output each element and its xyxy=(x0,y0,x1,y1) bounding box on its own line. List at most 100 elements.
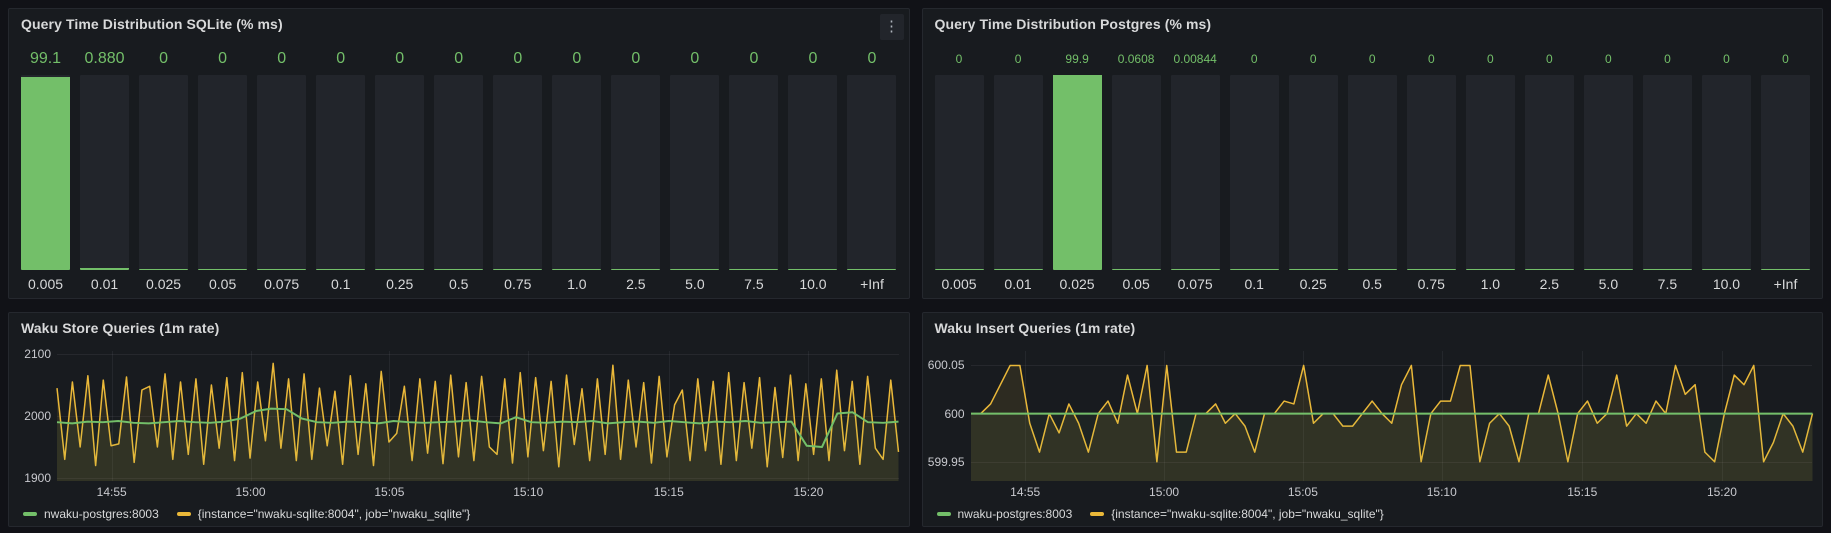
bar-value-label: 0 xyxy=(395,50,405,67)
bar-column xyxy=(21,75,71,270)
panel-header: Waku Store Queries (1m rate) xyxy=(9,313,909,343)
bar-value-label: 0 xyxy=(1664,52,1671,66)
bar-value-label: 0 xyxy=(690,50,700,67)
bar-value-row: 99.1 0.880 0 0 0 0 0 0 0 0 0 0 0 0 0 xyxy=(21,43,897,75)
bar-value-label: 0 xyxy=(336,50,346,67)
gridline xyxy=(1441,351,1443,481)
y-axis: 2100 2000 1900 xyxy=(9,347,51,485)
bar-column xyxy=(1406,75,1456,270)
panel-title[interactable]: Query Time Distribution SQLite (% ms) xyxy=(21,16,283,32)
bar-column xyxy=(257,75,307,270)
panel-header: Query Time Distribution Postgres (% ms) xyxy=(923,9,1823,39)
time-series-plot[interactable] xyxy=(970,351,1813,481)
x-tick-label: 15:15 xyxy=(653,485,684,499)
bar-category-label: 0.5 xyxy=(1362,276,1382,292)
y-tick-label: 600 xyxy=(944,406,965,421)
bar-value-label: 0 xyxy=(1782,52,1789,66)
bar-category-label: 0.01 xyxy=(90,276,119,292)
x-tick-label: 15:05 xyxy=(1287,485,1318,499)
bar-columns-row xyxy=(21,75,897,270)
x-tick-label: 15:00 xyxy=(235,485,266,499)
panel-menu-button[interactable]: ⋮ xyxy=(879,14,904,40)
time-series-plot[interactable] xyxy=(57,351,899,481)
panel-query-time-sqlite: Query Time Distribution SQLite (% ms) ⋮ … xyxy=(8,8,910,299)
bar-value-label: 0 xyxy=(572,50,582,67)
bar-value-label: 0 xyxy=(867,50,877,67)
bar-fill xyxy=(257,268,307,270)
panel-title[interactable]: Query Time Distribution Postgres (% ms) xyxy=(934,16,1212,32)
bar-fill xyxy=(670,268,720,270)
bar-fill xyxy=(80,268,130,270)
bar-column xyxy=(1288,75,1338,270)
bar-column xyxy=(611,75,661,270)
x-axis: 14:55 15:00 15:05 15:10 15:15 15:20 xyxy=(57,485,899,501)
bar-column xyxy=(1052,75,1102,270)
bar-column xyxy=(729,75,779,270)
bar-fill xyxy=(316,268,366,270)
bar-column xyxy=(1642,75,1692,270)
gridline xyxy=(389,351,391,481)
bar-value-label: 0 xyxy=(955,52,963,66)
gridline xyxy=(668,351,670,481)
bar-column xyxy=(434,75,484,270)
bar-category-label: 0.75 xyxy=(504,276,532,292)
bar-category-label: 0.1 xyxy=(330,276,351,292)
legend-item[interactable]: nwaku-postgres:8003 xyxy=(23,507,159,521)
bar-category-label: 0.01 xyxy=(1004,276,1032,292)
bar-fill xyxy=(375,268,425,270)
bar-value-label: 0 xyxy=(808,50,818,67)
panel-waku-store-queries: Waku Store Queries (1m rate) 2100 2000 190… xyxy=(8,312,910,527)
bar-value-label: 0 xyxy=(218,50,228,67)
bar-category-label: 0.5 xyxy=(449,276,469,292)
panel-waku-insert-queries: Waku Insert Queries (1m rate) 600.05 600 5… xyxy=(921,312,1823,527)
bar-column xyxy=(934,75,984,270)
bar-category-label: +Inf xyxy=(1773,276,1798,292)
gridline xyxy=(1721,351,1723,481)
bar-column xyxy=(788,75,838,270)
series-line-green xyxy=(57,409,899,447)
gridline xyxy=(1025,351,1027,481)
series-canvas xyxy=(970,351,1813,481)
gridline xyxy=(57,354,899,356)
gridline xyxy=(528,351,530,481)
x-tick-label: 15:20 xyxy=(793,485,824,499)
y-tick-label: 2000 xyxy=(24,409,51,423)
bar-category-label: 0.025 xyxy=(146,276,182,292)
bar-column xyxy=(1701,75,1751,270)
bar-gauge-chart: 99.1 0.880 0 0 0 0 0 0 0 0 0 0 0 0 0 0.005 0.01 0.025 0.0… xyxy=(9,39,909,298)
bar-value-label: 0 xyxy=(1605,52,1612,66)
bar-column xyxy=(1583,75,1633,270)
kebab-menu-icon: ⋮ xyxy=(884,18,899,35)
bar-column xyxy=(1524,75,1574,270)
bar-column xyxy=(552,75,602,270)
legend-item[interactable]: {instance="nwaku-sqlite:8004", job="nwak… xyxy=(1090,507,1384,521)
bar-column xyxy=(139,75,189,270)
bar-category-label: 5.0 xyxy=(685,276,705,292)
series-area-yellow xyxy=(970,365,1812,481)
bar-fill xyxy=(434,268,484,270)
bar-category-label: 2.5 xyxy=(1539,276,1560,292)
panel-title[interactable]: Waku Insert Queries (1m rate) xyxy=(934,320,1136,336)
bar-column xyxy=(1760,75,1810,270)
bar-column xyxy=(993,75,1043,270)
legend: nwaku-postgres:8003 {instance="nwaku-sqli… xyxy=(936,504,1813,524)
bar-fill xyxy=(1052,75,1102,270)
bar-fill xyxy=(1347,268,1397,270)
bar-category-label: 7.5 xyxy=(744,276,764,292)
gridline xyxy=(111,351,113,481)
x-tick-label: 14:55 xyxy=(96,485,127,499)
series-area-green xyxy=(57,408,899,481)
bar-category-label: 0.025 xyxy=(1059,276,1095,292)
bar-value-label: 0 xyxy=(1309,52,1317,66)
y-tick-label: 1900 xyxy=(24,470,51,485)
panel-title[interactable]: Waku Store Queries (1m rate) xyxy=(21,320,220,336)
legend: nwaku-postgres:8003 {instance="nwaku-sqli… xyxy=(23,504,899,524)
legend-item[interactable]: nwaku-postgres:8003 xyxy=(936,507,1072,521)
bar-fill xyxy=(729,268,779,270)
x-tick-label: 15:00 xyxy=(1149,485,1180,499)
legend-item[interactable]: {instance="nwaku-sqlite:8004", job="nwak… xyxy=(176,507,470,521)
bar-column xyxy=(198,75,248,270)
bar-category-label: 7.5 xyxy=(1657,276,1678,292)
bar-category-label: 0.05 xyxy=(1122,276,1150,292)
